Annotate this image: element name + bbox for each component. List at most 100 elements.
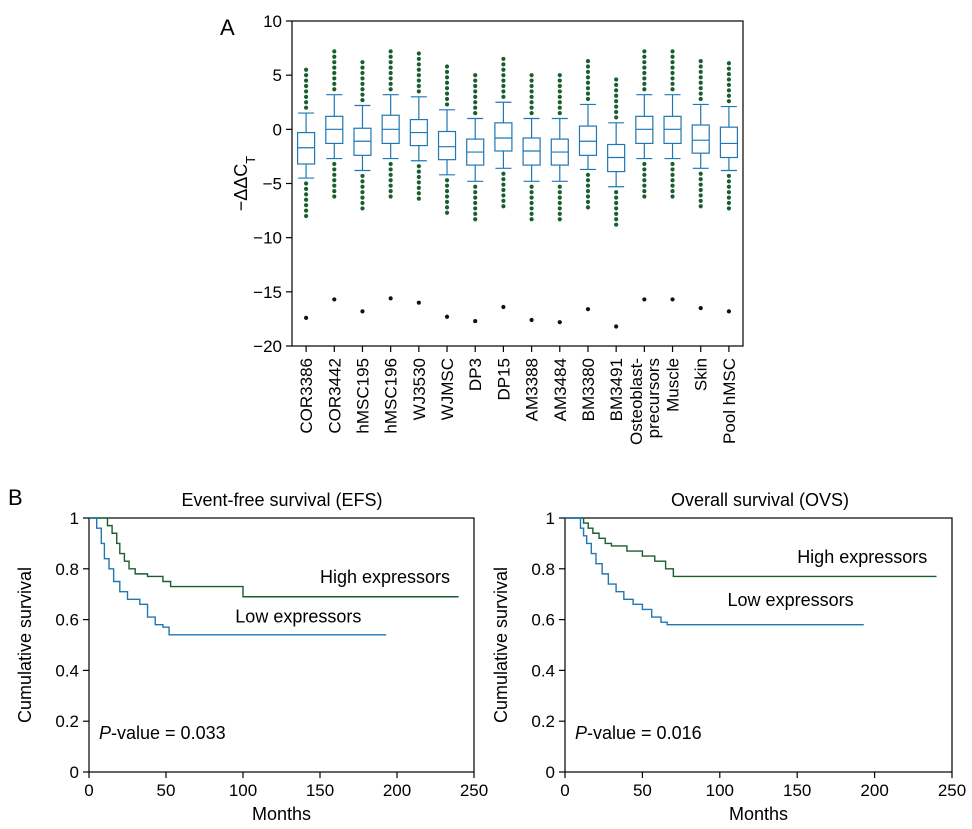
extreme-point	[332, 297, 337, 302]
outlier-point	[473, 206, 478, 211]
outlier-point	[585, 69, 591, 75]
outlier-point	[444, 91, 450, 96]
x-tick-label: 200	[860, 781, 888, 800]
outlier-point	[529, 200, 534, 206]
outlier-point	[444, 75, 450, 80]
category-label: Muscle	[664, 358, 683, 412]
extreme-point	[557, 320, 562, 325]
extreme-point	[642, 297, 647, 302]
extreme-point	[698, 305, 703, 311]
outlier-point	[501, 67, 506, 72]
outlier-point	[473, 195, 478, 200]
y-axis-label: Cumulative survival	[491, 567, 511, 723]
outlier-point	[444, 86, 450, 91]
category-label: BM3380	[579, 358, 598, 421]
x-tick-label: 0	[84, 781, 93, 800]
outlier-point	[698, 193, 703, 198]
outlier-point	[642, 49, 647, 54]
outlier-point	[360, 179, 365, 184]
outlier-point	[303, 73, 309, 78]
y-tick-label: −15	[253, 283, 282, 302]
outlier-point	[614, 195, 619, 200]
y-tick-label: 1	[70, 509, 79, 528]
outlier-point	[726, 195, 732, 200]
outlier-point	[501, 187, 506, 193]
outlier-point	[557, 206, 562, 211]
outlier-point	[585, 199, 591, 205]
y-tick-label: 5	[273, 66, 282, 85]
outlier-point	[360, 70, 365, 76]
outlier-point	[473, 89, 478, 94]
outlier-point	[642, 167, 647, 172]
outlier-point	[332, 60, 337, 65]
outlier-point	[698, 58, 703, 64]
outlier-point	[444, 64, 450, 69]
outlier-point	[670, 188, 675, 194]
x-tick-label: 250	[460, 781, 488, 800]
outlier-point	[585, 188, 591, 194]
outlier-point	[416, 89, 421, 94]
outlier-point	[642, 70, 647, 76]
outlier-point	[360, 190, 365, 195]
outlier-point	[360, 184, 365, 189]
outlier-point	[726, 179, 732, 184]
outlier-point	[670, 161, 675, 167]
extreme-point	[388, 296, 393, 301]
outlier-point	[585, 96, 591, 102]
outlier-point	[726, 173, 732, 179]
category-label: DP3	[466, 358, 485, 391]
category-label: WJ3530	[410, 358, 429, 420]
category-label: COR3442	[325, 358, 344, 434]
x-axis-label: Months	[252, 804, 311, 824]
y-tick-label: 10	[263, 12, 282, 31]
outlier-point	[501, 89, 506, 94]
outlier-point	[501, 198, 506, 203]
outlier-point	[360, 200, 365, 206]
series-label: Low expressors	[235, 606, 361, 626]
outlier-point	[529, 105, 534, 110]
outlier-point	[444, 205, 450, 210]
outlier-point	[332, 87, 337, 92]
outlier-point	[360, 76, 365, 81]
category-label: Pool hMSC	[720, 358, 739, 444]
box	[437, 130, 457, 161]
outlier-point	[388, 172, 393, 177]
outlier-point	[585, 75, 591, 80]
outlier-point	[585, 80, 591, 85]
extreme-point	[726, 309, 732, 314]
outlier-point	[501, 56, 506, 62]
outlier-point	[698, 75, 703, 80]
extreme-point	[473, 318, 478, 324]
outlier-point	[388, 76, 393, 81]
outlier-point	[444, 69, 450, 75]
outlier-point	[332, 65, 337, 70]
outlier-point	[303, 94, 309, 99]
y-tick-label: 0.4	[531, 661, 555, 680]
outlier-point	[614, 222, 619, 227]
outlier-point	[444, 102, 450, 107]
y-tick-label: −20	[253, 337, 282, 356]
outlier-point	[473, 83, 478, 89]
outlier-point	[670, 65, 675, 70]
outlier-point	[557, 211, 562, 216]
box	[494, 122, 513, 152]
extreme-point	[585, 307, 591, 312]
outlier-point	[473, 110, 478, 116]
panel-b-letter: B	[8, 485, 23, 510]
x-axis-label: Months	[729, 804, 788, 824]
outlier-point	[332, 54, 337, 59]
outlier-point	[416, 62, 421, 67]
outlier-point	[303, 186, 309, 192]
outlier-point	[642, 54, 647, 59]
category-label: COR3386	[297, 358, 316, 434]
outlier-point	[557, 100, 562, 105]
outlier-point	[557, 105, 562, 110]
outlier-point	[585, 178, 591, 183]
outlier-point	[303, 213, 309, 219]
outlier-point	[726, 99, 732, 104]
outlier-point	[388, 183, 393, 188]
outlier-point	[585, 86, 591, 91]
outlier-point	[416, 164, 421, 169]
series-label: Low expressors	[728, 590, 854, 610]
outlier-point	[557, 190, 562, 195]
